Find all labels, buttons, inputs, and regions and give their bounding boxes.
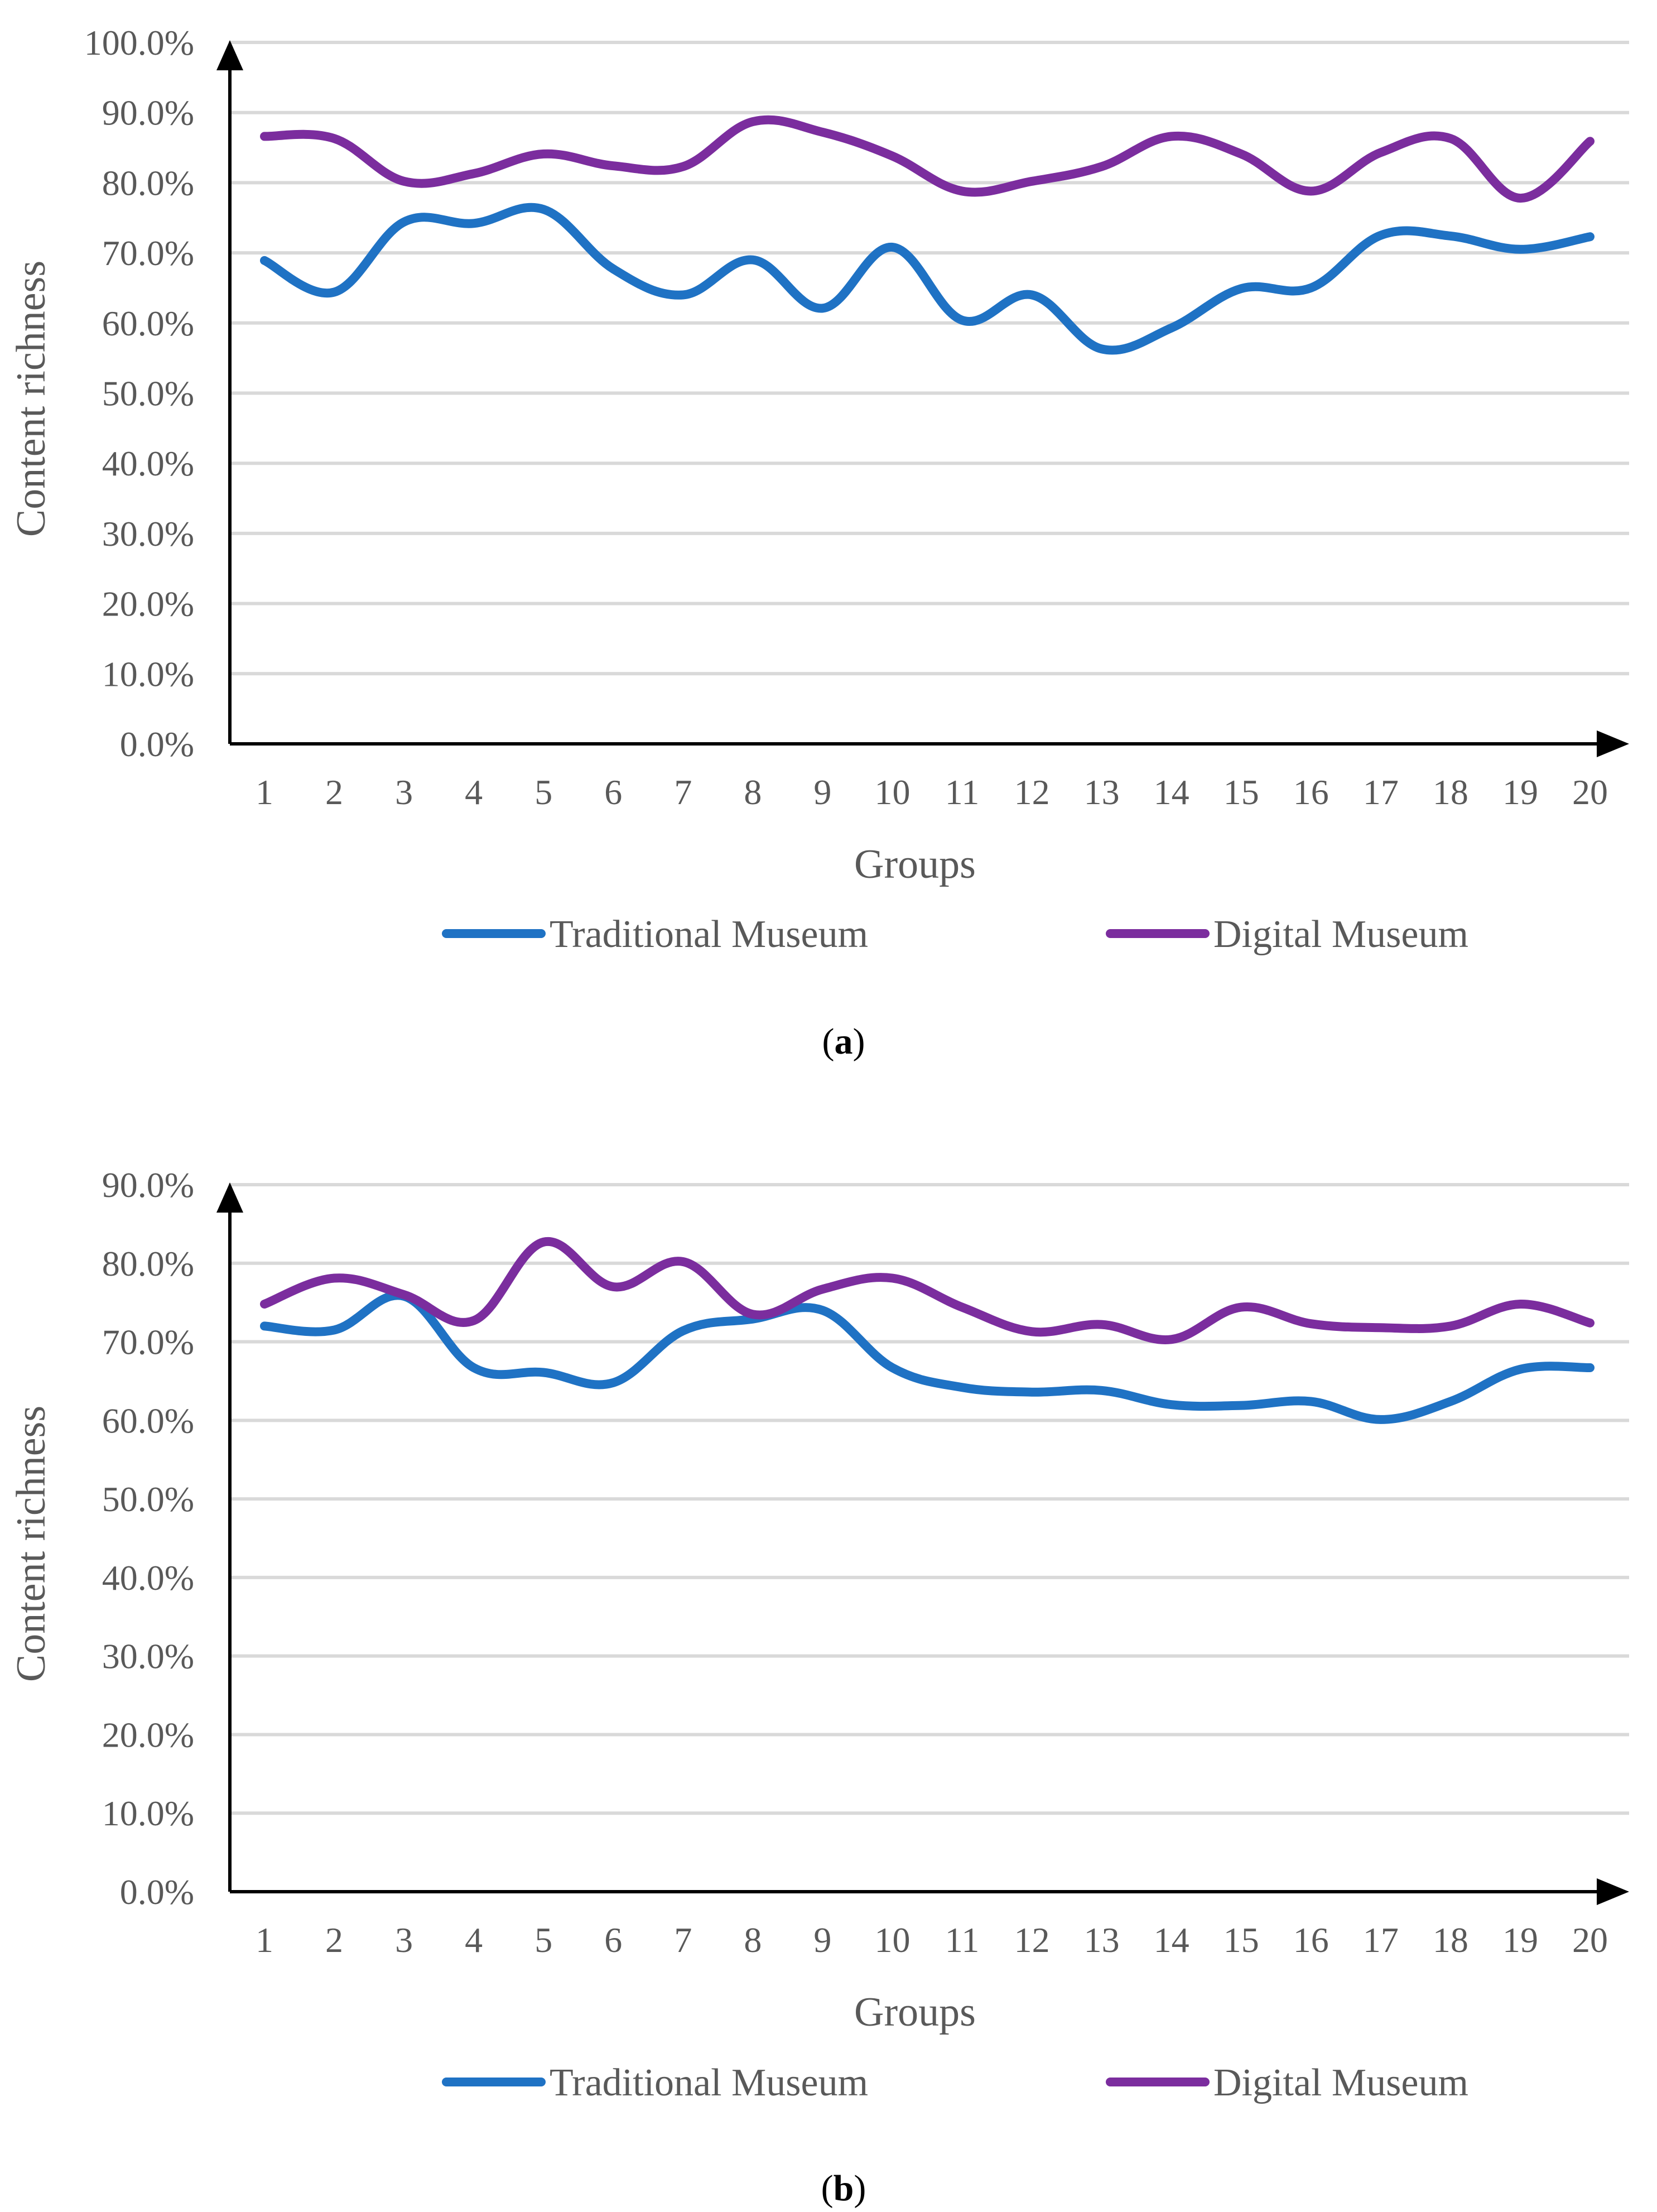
y-tick-label: 60.0% bbox=[102, 1401, 194, 1440]
x-tick-label: 19 bbox=[1502, 772, 1538, 812]
x-tick-label: 8 bbox=[744, 772, 762, 812]
x-tick-label: 6 bbox=[604, 772, 622, 812]
x-axis-arrowhead bbox=[1597, 730, 1629, 757]
y-tick-label: 0.0% bbox=[120, 1872, 194, 1912]
y-axis-title: Content richness bbox=[8, 1406, 54, 1682]
x-tick-label: 4 bbox=[465, 772, 483, 812]
x-tick-label: 13 bbox=[1084, 772, 1120, 812]
y-tick-label: 40.0% bbox=[102, 1558, 194, 1598]
y-tick-label: 40.0% bbox=[102, 444, 194, 483]
x-tick-label: 9 bbox=[813, 1920, 831, 1960]
y-tick-label: 90.0% bbox=[102, 1165, 194, 1205]
x-tick-label: 5 bbox=[534, 1920, 552, 1960]
y-tick-label: 20.0% bbox=[102, 584, 194, 624]
legend: Traditional Museum Digital Museum bbox=[442, 913, 1468, 956]
y-tick-label: 80.0% bbox=[102, 1244, 194, 1283]
legend-item: Traditional Museum bbox=[442, 913, 868, 956]
y-tick-label: 70.0% bbox=[102, 1323, 194, 1362]
legend-label: Digital Museum bbox=[1213, 2061, 1468, 2104]
series-lines bbox=[260, 1237, 1595, 1424]
x-tick-label: 20 bbox=[1572, 772, 1608, 812]
y-tick-label: 20.0% bbox=[102, 1715, 194, 1754]
x-axis-arrowhead bbox=[1597, 1878, 1629, 1905]
y-tick-label: 90.0% bbox=[102, 93, 194, 133]
x-axis-title: Groups bbox=[854, 1989, 976, 2035]
legend-item: Digital Museum bbox=[1106, 2061, 1468, 2104]
panel-caption: (a) bbox=[822, 1021, 865, 1062]
x-tick-label: 7 bbox=[674, 1920, 692, 1960]
x-tick-label: 1 bbox=[256, 1920, 273, 1960]
legend: Traditional Museum Digital Museum bbox=[442, 2061, 1468, 2104]
y-tick-label: 70.0% bbox=[102, 233, 194, 273]
x-tick-label: 4 bbox=[465, 1920, 483, 1960]
y-tick-label: 50.0% bbox=[102, 1479, 194, 1519]
x-tick-label: 16 bbox=[1293, 1920, 1329, 1960]
series-line-digital-museum bbox=[260, 1237, 1595, 1344]
gridlines bbox=[229, 1183, 1629, 1815]
x-tick-labels: 1 2 3 4 5 6 7 8 9 10 11 12 13 14 15 16 17 18 19 20 bbox=[256, 1920, 1608, 1960]
y-tick-label: 30.0% bbox=[102, 1637, 194, 1676]
chart-panel-b: 0.0% 10.0% 20.0% 30.0% 40.0% 50.0% 60.0% 70.0% 8… bbox=[8, 1165, 1629, 2209]
y-tick-label: 10.0% bbox=[102, 654, 194, 694]
series-lines bbox=[260, 115, 1595, 355]
gridlines bbox=[229, 41, 1629, 676]
chart-panel-a: 0.0% 10.0% 20.0% 30.0% 40.0% 50.0% 60.0% 70.0% 8… bbox=[8, 23, 1629, 1062]
x-tick-label: 2 bbox=[325, 772, 343, 812]
legend-label: Traditional Museum bbox=[550, 2061, 868, 2104]
x-tick-label: 12 bbox=[1014, 1920, 1050, 1960]
x-tick-labels: 1 2 3 4 5 6 7 8 9 10 11 12 13 14 15 16 17 18 19 20 bbox=[256, 772, 1608, 812]
y-tick-labels: 0.0% 10.0% 20.0% 30.0% 40.0% 50.0% 60.0% 70.0% 8… bbox=[102, 1165, 194, 1912]
x-tick-label: 3 bbox=[395, 772, 413, 812]
x-tick-label: 11 bbox=[945, 1920, 980, 1960]
y-axis-arrowhead bbox=[216, 40, 243, 70]
y-tick-label: 30.0% bbox=[102, 514, 194, 554]
x-tick-label: 19 bbox=[1502, 1920, 1538, 1960]
x-tick-label: 12 bbox=[1014, 772, 1050, 812]
x-axis-title: Groups bbox=[854, 841, 976, 887]
x-tick-label: 17 bbox=[1363, 772, 1399, 812]
x-tick-label: 15 bbox=[1224, 772, 1259, 812]
x-tick-label: 9 bbox=[813, 772, 831, 812]
x-tick-label: 11 bbox=[945, 772, 980, 812]
x-tick-label: 10 bbox=[874, 1920, 910, 1960]
x-tick-label: 3 bbox=[395, 1920, 413, 1960]
panel-caption: (b) bbox=[821, 2168, 866, 2209]
axes bbox=[216, 1182, 1629, 1905]
x-tick-label: 5 bbox=[534, 772, 552, 812]
x-tick-label: 14 bbox=[1154, 772, 1189, 812]
x-tick-label: 14 bbox=[1154, 1920, 1189, 1960]
x-tick-label: 17 bbox=[1363, 1920, 1399, 1960]
axes bbox=[216, 40, 1629, 757]
y-tick-label: 0.0% bbox=[120, 724, 194, 764]
y-tick-label: 100.0% bbox=[84, 23, 194, 62]
x-tick-label: 1 bbox=[256, 772, 273, 812]
legend-item: Traditional Museum bbox=[442, 2061, 868, 2104]
x-tick-label: 2 bbox=[325, 1920, 343, 1960]
series-line-traditional-museum bbox=[260, 1291, 1595, 1424]
x-tick-label: 18 bbox=[1433, 1920, 1468, 1960]
legend-label: Digital Museum bbox=[1213, 913, 1468, 956]
x-tick-label: 10 bbox=[874, 772, 910, 812]
legend-label: Traditional Museum bbox=[550, 913, 868, 956]
x-tick-label: 13 bbox=[1084, 1920, 1120, 1960]
y-tick-label: 10.0% bbox=[102, 1793, 194, 1833]
x-tick-label: 6 bbox=[604, 1920, 622, 1960]
y-tick-labels: 0.0% 10.0% 20.0% 30.0% 40.0% 50.0% 60.0% 70.0% 8… bbox=[84, 23, 194, 764]
x-tick-label: 20 bbox=[1572, 1920, 1608, 1960]
x-tick-label: 18 bbox=[1433, 772, 1468, 812]
x-tick-label: 15 bbox=[1224, 1920, 1259, 1960]
series-line-digital-museum bbox=[260, 115, 1595, 203]
y-tick-label: 60.0% bbox=[102, 304, 194, 343]
y-axis-arrowhead bbox=[216, 1182, 243, 1213]
x-tick-label: 16 bbox=[1293, 772, 1329, 812]
x-tick-label: 8 bbox=[744, 1920, 762, 1960]
y-tick-label: 80.0% bbox=[102, 163, 194, 203]
y-tick-label: 50.0% bbox=[102, 374, 194, 413]
x-tick-label: 7 bbox=[674, 772, 692, 812]
y-axis-title: Content richness bbox=[8, 261, 54, 537]
legend-item: Digital Museum bbox=[1106, 913, 1468, 956]
series-line-traditional-museum bbox=[260, 203, 1595, 355]
